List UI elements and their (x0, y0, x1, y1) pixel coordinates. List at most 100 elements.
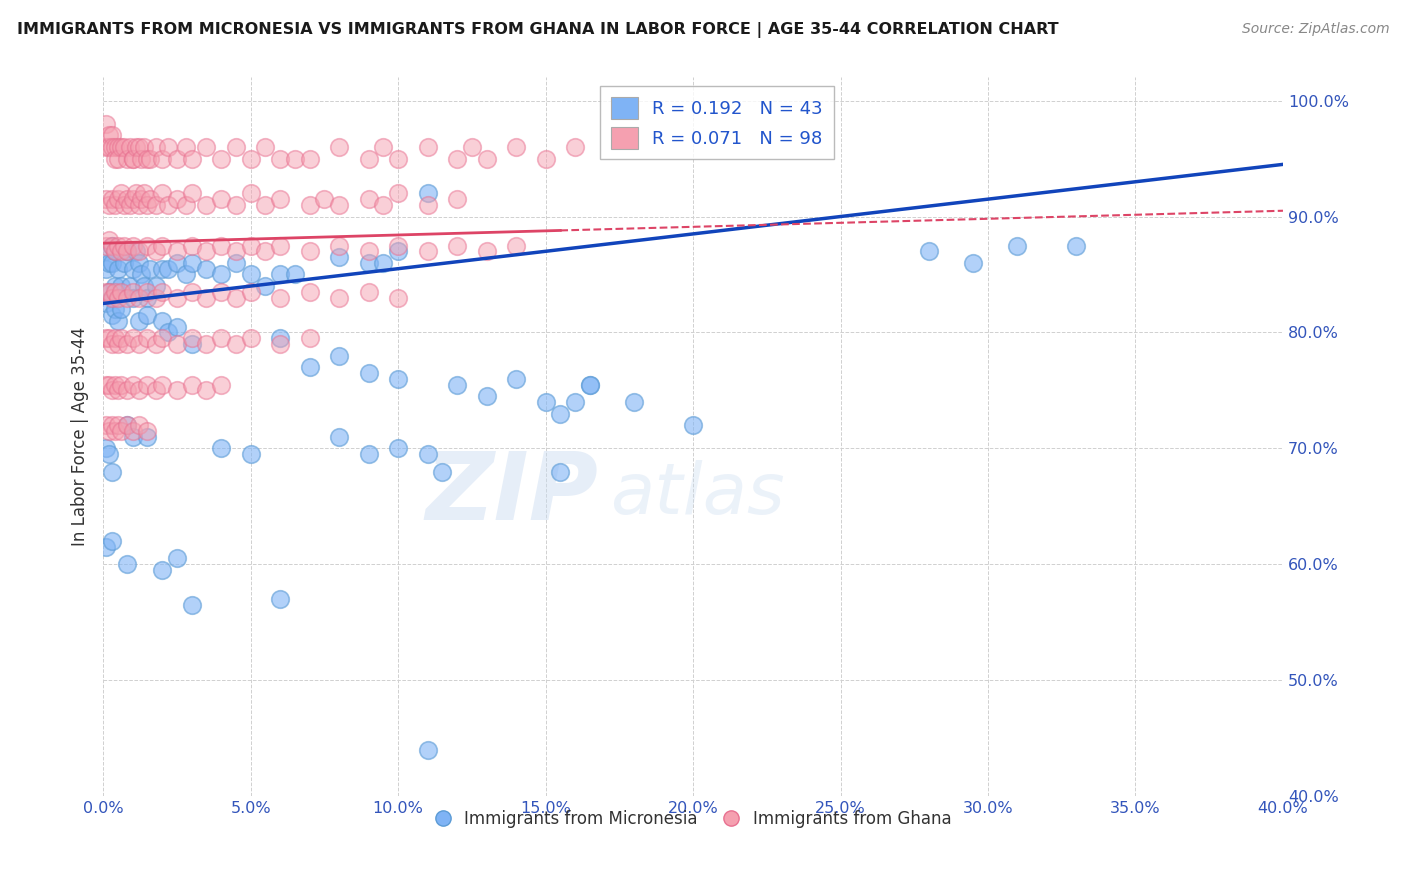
Point (128, 244, 150, 259)
Point (180, 377, 202, 392)
Point (115, 418, 138, 433)
Point (104, 244, 127, 259)
Point (166, 384, 188, 398)
Point (357, 244, 380, 259)
Point (269, 592, 291, 607)
Point (209, 152, 232, 166)
Point (269, 192, 291, 206)
Point (94, 296, 117, 310)
Point (446, 152, 468, 166)
Point (128, 314, 150, 328)
Point (578, 377, 600, 392)
Point (128, 256, 150, 270)
Point (128, 198, 150, 212)
Point (136, 377, 159, 392)
Point (328, 250, 350, 264)
Point (98, 198, 121, 212)
Point (136, 308, 159, 322)
Point (166, 192, 188, 206)
Point (104, 152, 127, 166)
Point (94, 418, 117, 433)
Point (101, 256, 124, 270)
Point (225, 337, 247, 351)
Point (112, 198, 135, 212)
Point (110, 140, 132, 154)
Point (357, 152, 380, 166)
Point (98, 140, 121, 154)
Point (121, 192, 143, 206)
Point (107, 337, 129, 351)
Point (94, 377, 117, 392)
Point (121, 261, 143, 276)
Point (124, 186, 146, 201)
Point (94, 238, 117, 252)
Point (98, 128, 121, 143)
Point (357, 285, 380, 299)
Point (239, 186, 262, 201)
Point (107, 238, 129, 252)
Point (209, 192, 232, 206)
Point (150, 331, 173, 345)
Point (118, 140, 141, 154)
Point (195, 337, 218, 351)
Point (328, 198, 350, 212)
Point (387, 442, 409, 456)
Point (180, 152, 202, 166)
Point (150, 377, 173, 392)
Point (121, 152, 143, 166)
Point (195, 198, 218, 212)
Point (145, 384, 167, 398)
Point (446, 377, 468, 392)
Point (416, 140, 439, 154)
Point (962, 256, 984, 270)
Point (166, 152, 188, 166)
Point (157, 261, 180, 276)
Point (150, 186, 173, 201)
Point (136, 285, 159, 299)
Point (110, 244, 132, 259)
Point (150, 285, 173, 299)
Point (174, 198, 197, 212)
Point (128, 384, 150, 398)
Point (357, 192, 380, 206)
Point (110, 302, 132, 317)
Point (145, 244, 167, 259)
Point (104, 140, 127, 154)
Point (101, 418, 124, 433)
Point (98, 233, 121, 247)
Point (150, 261, 173, 276)
Point (128, 337, 150, 351)
Point (209, 377, 232, 392)
Point (209, 331, 232, 345)
Point (115, 244, 138, 259)
Point (550, 407, 572, 421)
Point (121, 331, 143, 345)
Point (107, 152, 129, 166)
Point (128, 291, 150, 305)
Point (1066, 238, 1088, 252)
Point (209, 238, 232, 252)
Point (166, 244, 188, 259)
Point (195, 261, 218, 276)
Point (150, 238, 173, 252)
Point (107, 384, 129, 398)
Point (139, 192, 162, 206)
Point (387, 186, 409, 201)
Point (118, 198, 141, 212)
Point (475, 389, 498, 403)
Point (121, 238, 143, 252)
Point (357, 447, 380, 461)
Point (166, 337, 188, 351)
Point (416, 742, 439, 756)
Point (239, 331, 262, 345)
Point (110, 285, 132, 299)
Point (328, 238, 350, 252)
Point (209, 442, 232, 456)
Point (121, 152, 143, 166)
Point (328, 291, 350, 305)
Point (505, 140, 527, 154)
Point (416, 447, 439, 461)
Point (94, 117, 117, 131)
Point (387, 372, 409, 386)
Point (432, 465, 454, 479)
